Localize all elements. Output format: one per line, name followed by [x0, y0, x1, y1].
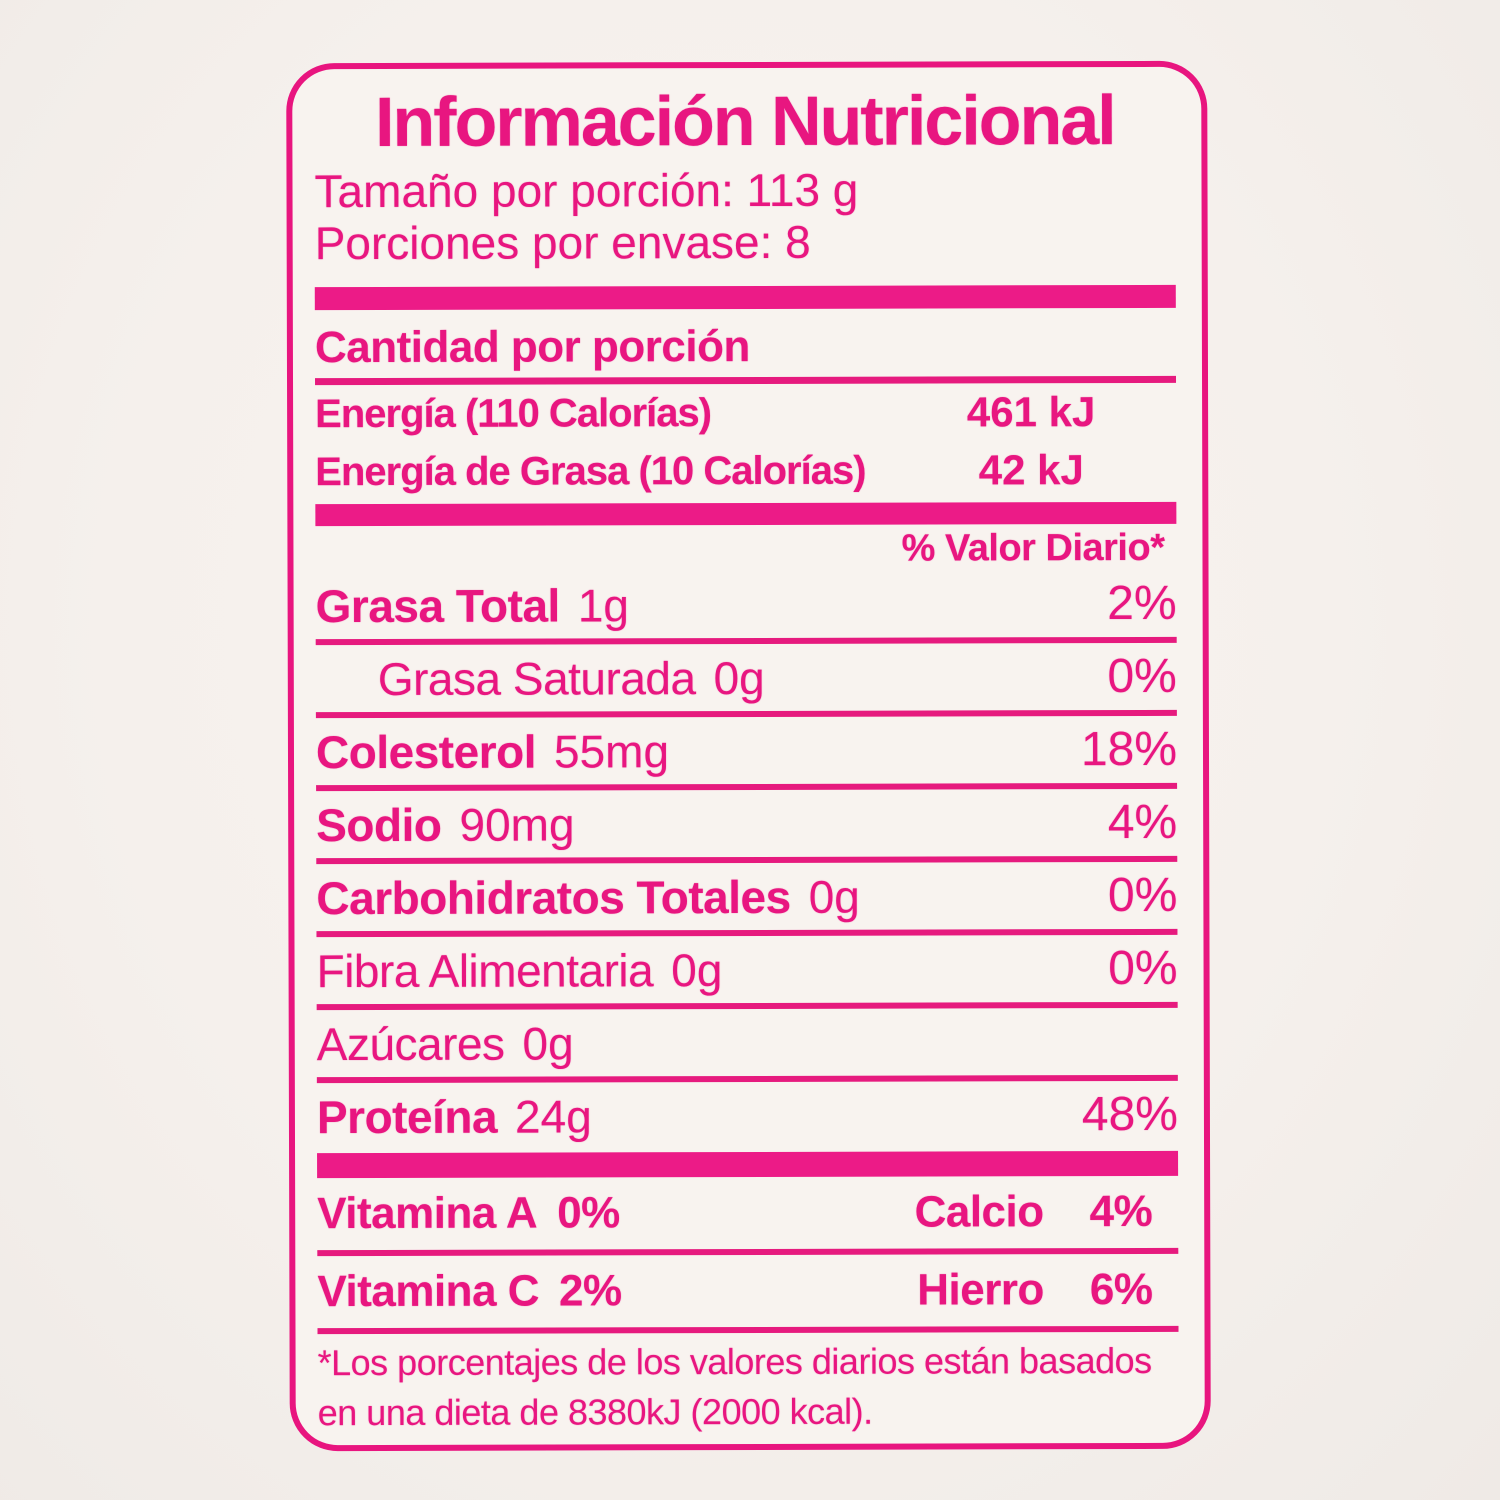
micronutrient-value: 2% [558, 1266, 622, 1316]
nutrient-amount: 55mg [553, 724, 670, 778]
daily-value-header: % Valor Diario* [901, 526, 1165, 570]
serving-size-line: Tamaño por porción: 113 g [314, 163, 859, 218]
energy-from-fat-value: 42 kJ [978, 446, 1084, 494]
nutrient-row-sugars: Azúcares 0g [317, 1008, 1178, 1077]
nutrient-daily-value: 0% [1107, 868, 1178, 923]
nutrient-daily-value: 18% [1080, 722, 1178, 777]
nutrient-row-sodium: Sodio 90mg 4% [316, 789, 1177, 858]
footnote-line-2: en una dieta de 8380kJ (2000 kcal). [317, 1390, 873, 1434]
nutrient-daily-value: 2% [1107, 576, 1177, 631]
nutrient-name: Grasa Saturada [377, 651, 696, 705]
nutrient-row-saturated-fat: Grasa Saturada 0g 0% [316, 643, 1177, 712]
nutrient-amount: 0g [522, 1016, 574, 1070]
nutrient-amount: 0g [671, 943, 723, 996]
micronutrient-value: 4% [1089, 1186, 1153, 1237]
nutrient-row-cholesterol: Colesterol 55mg 18% [316, 716, 1177, 785]
micronutrient-value: 0% [557, 1188, 620, 1238]
micronutrient-value: 6% [1089, 1264, 1153, 1315]
nutrient-amount: 1g [577, 578, 630, 631]
micronutrient-name: Calcio [914, 1187, 1044, 1237]
nutrient-name: Grasa Total [315, 578, 560, 632]
nutrient-name: Carbohidratos Totales [316, 870, 791, 924]
energy-row: Energía (110 Calorías) 461 kJ [315, 383, 1176, 443]
nutrient-daily-value: 48% [1081, 1087, 1179, 1142]
micronutrient-row-vitamin-c-iron: Vitamina C 2% Hierro 6% [317, 1254, 1178, 1328]
nutrient-daily-value: 0% [1107, 649, 1177, 704]
nutrient-row-total-fat: Grasa Total 1g 2% [316, 570, 1177, 639]
footnote-line-1: *Los porcentajes de los valores diarios … [317, 1339, 1152, 1384]
nutrient-daily-value: 4% [1107, 795, 1178, 850]
energy-value: 461 kJ [966, 388, 1096, 436]
thin-rule [317, 1325, 1179, 1335]
nutrient-name: Colesterol [315, 725, 537, 778]
label-title: Información Nutricional [374, 81, 1115, 161]
amount-per-serving-header: Cantidad por porción [314, 321, 750, 373]
thick-separator-bar-bottom [317, 1150, 1179, 1179]
energy-from-fat-row: Energía de Grasa (10 Calorías) 42 kJ [315, 441, 1176, 501]
micronutrient-name: Vitamina A [317, 1188, 538, 1239]
micronutrient-name: Hierro [917, 1265, 1044, 1315]
micronutrient-name: Vitamina C [317, 1266, 540, 1317]
nutrient-daily-value: 0% [1108, 941, 1178, 996]
nutrient-row-dietary-fiber: Fibra Alimentaria 0g 0% [316, 935, 1177, 1004]
servings-per-container-line: Porciones por envase: 8 [314, 215, 811, 270]
nutrient-amount: 90mg [459, 797, 575, 851]
daily-value-footnote: *Los porcentajes de los valores diarios … [318, 1336, 1179, 1438]
nutrient-amount: 0g [713, 651, 765, 704]
nutrient-row-protein: Proteína 24g 48% [317, 1081, 1178, 1150]
nutrient-name: Sodio [316, 798, 442, 851]
nutrient-name: Fibra Alimentaria [316, 943, 654, 997]
energy-name: Energía (110 Calorías) [315, 390, 712, 436]
thick-separator-bar-middle [315, 501, 1177, 527]
nutrient-amount: 24g [514, 1089, 592, 1143]
nutrient-amount: 0g [808, 870, 860, 923]
nutrient-name: Azúcares [316, 1017, 505, 1070]
nutrient-row-total-carbohydrate: Carbohidratos Totales 0g 0% [316, 862, 1177, 931]
nutrient-name: Proteína [316, 1090, 498, 1143]
thick-separator-bar-top [314, 284, 1176, 311]
micronutrient-row-vitamin-a-calcium: Vitamina A 0% Calcio 4% [317, 1176, 1178, 1250]
nutrition-label: Información Nutricional Tamaño por porci… [286, 60, 1211, 1452]
energy-from-fat-name: Energía de Grasa (10 Calorías) [315, 448, 866, 494]
